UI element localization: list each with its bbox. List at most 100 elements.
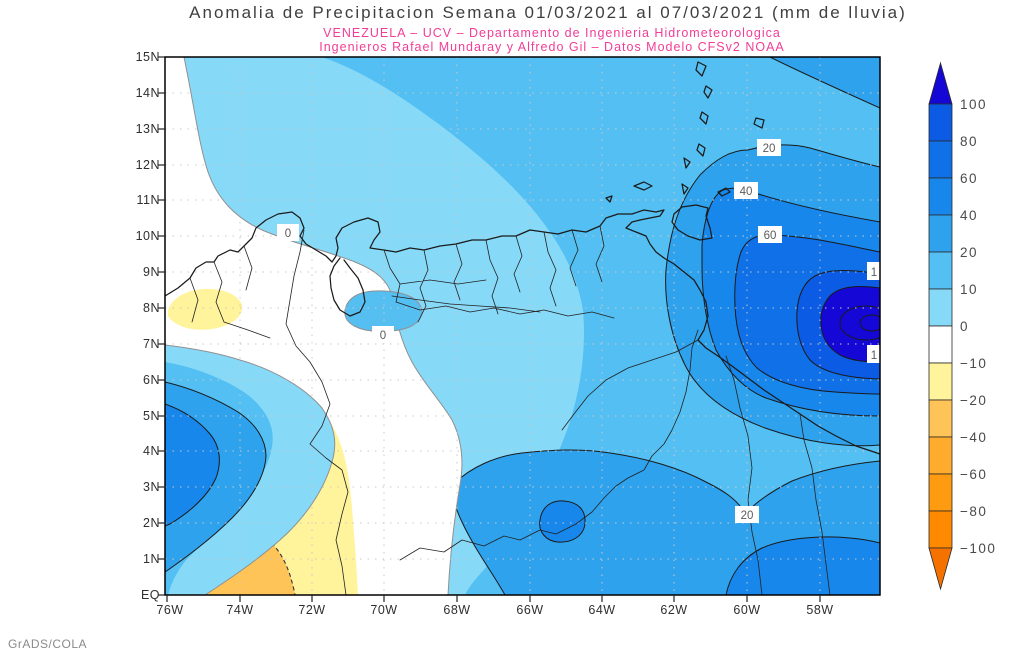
lat-label: 14N	[136, 86, 160, 100]
guyana-lines	[725, 355, 831, 595]
lat-label: 7N	[143, 337, 160, 351]
svg-text:20: 20	[741, 510, 754, 522]
state-boundaries-west	[189, 245, 271, 339]
lat-label: 13N	[136, 122, 160, 136]
island-margarita	[633, 181, 653, 191]
island-trinidad	[671, 204, 713, 241]
svg-text:40: 40	[740, 186, 753, 198]
lon-label: 66W	[516, 603, 543, 617]
lon-label: 74W	[226, 603, 253, 617]
svg-text:1: 1	[871, 267, 877, 279]
lon-label: 60W	[733, 603, 760, 617]
shade-over-100-core	[820, 286, 880, 362]
contour-40-secorner	[725, 536, 880, 595]
lat-label: 8N	[143, 301, 160, 315]
lat-label: 12N	[136, 158, 160, 172]
contour-label-clipped: 1	[867, 345, 880, 363]
colorbar: 100 80 60 40 20 10 0 −10 −20 −40 −60 −80…	[928, 61, 996, 591]
lat-label: 5N	[143, 409, 160, 423]
svg-text:20: 20	[763, 143, 776, 155]
contour-100	[820, 286, 880, 363]
antilles-islands	[605, 61, 765, 203]
svg-text:1: 1	[871, 350, 877, 362]
lat-label: 1N	[143, 552, 160, 566]
colorbar-tick-label: 10	[960, 282, 978, 297]
lat-label: 10N	[136, 229, 160, 243]
colorbar-tick-label: 60	[960, 171, 978, 186]
colorbar-segment	[928, 177, 953, 216]
lat-label: EQ	[141, 588, 160, 602]
shade-40-60-oval	[539, 500, 586, 543]
contour-label: 40	[734, 182, 758, 199]
contour-label: 20	[757, 139, 781, 156]
map-frame	[164, 56, 881, 596]
svg-text:60: 60	[764, 230, 777, 242]
colorbar-segment	[928, 362, 953, 401]
colorbar-segment	[928, 325, 953, 364]
contour-0-bullseye	[165, 344, 336, 595]
colorbar-tick-label: −100	[960, 541, 996, 556]
subtitle-line-2: Ingenieros Rafael Mundaray y Alfredo Gil…	[319, 40, 785, 54]
shade-oval-0-10	[344, 290, 423, 332]
colorbar-segment	[928, 251, 953, 290]
contour-80	[796, 270, 880, 380]
colorbar-tick-label: −20	[960, 393, 987, 408]
contour-140	[859, 314, 880, 332]
colorbar-tick-label: −60	[960, 467, 987, 482]
contour-20-south	[452, 449, 880, 595]
colorbar-segment	[928, 399, 953, 438]
colorbar-tick-label: 100	[960, 97, 987, 112]
svg-text:0: 0	[380, 330, 386, 342]
contour-neg20-dashed	[195, 533, 296, 595]
lat-label: 11N	[136, 193, 160, 207]
colorbar-tick-label: 80	[960, 134, 978, 149]
coastline-main	[165, 209, 880, 455]
contour-label: 20	[735, 506, 759, 523]
lat-label: 2N	[143, 516, 160, 530]
lon-axis: 76W 74W 72W 70W 68W 66W 64W 62W 60W 58W	[156, 603, 833, 617]
colorbar-tick-label: 0	[960, 319, 969, 334]
colorbar-segment	[928, 436, 953, 475]
lat-label: 3N	[143, 480, 160, 494]
contour-40-north	[701, 187, 880, 417]
grads-credit: GrADS/COLA	[8, 637, 87, 651]
lake-maracaibo	[329, 257, 366, 317]
contour-20-north	[665, 144, 880, 447]
river-orinoco	[391, 295, 699, 431]
contour-label: 0	[277, 224, 299, 241]
contour-20-corner	[769, 57, 880, 109]
lon-label: 64W	[588, 603, 615, 617]
shade-west-bullseye-40-60	[165, 403, 220, 527]
lat-label: 4N	[143, 444, 160, 458]
shade-neg10-spot	[168, 288, 243, 330]
contour-label: 60	[758, 226, 782, 243]
lat-label: 15N	[136, 50, 160, 64]
border-colombia-venezuela	[285, 229, 349, 595]
lat-axis: 15N 14N 13N 12N 11N 10N 9N 8N 7N 6N 5N 4…	[136, 50, 160, 602]
colorbar-segment	[928, 510, 953, 549]
lon-label: 62W	[660, 603, 687, 617]
colorbar-tick-label: 20	[960, 245, 978, 260]
coastlines-and-borders	[165, 61, 880, 595]
state-boundaries-north	[383, 225, 615, 323]
colorbar-segment	[928, 103, 953, 142]
colorbar-tick-label: −10	[960, 356, 987, 371]
colorbar-segment	[928, 288, 953, 327]
contour-label-group: 0 0 20 40 60 20	[277, 139, 880, 523]
page-title: Anomalia de Precipitacion Semana 01/03/2…	[189, 3, 907, 22]
colorbar-arrow-bottom	[928, 547, 953, 591]
lon-label: 58W	[806, 603, 833, 617]
map-area: 0 0 20 40 60 20	[165, 57, 880, 595]
lon-label: 72W	[298, 603, 325, 617]
lon-label: 68W	[443, 603, 470, 617]
axis-ticks	[158, 56, 821, 602]
colorbar-arrow-top	[928, 61, 953, 105]
colorbar-tick-label: −80	[960, 504, 987, 519]
island-tobago	[717, 187, 731, 197]
lon-label: 70W	[370, 603, 397, 617]
border-venezuela-brazil	[399, 329, 699, 561]
shade-40-60-secorner	[726, 536, 880, 595]
lat-label: 6N	[143, 373, 160, 387]
contour-label: 0	[372, 326, 394, 343]
